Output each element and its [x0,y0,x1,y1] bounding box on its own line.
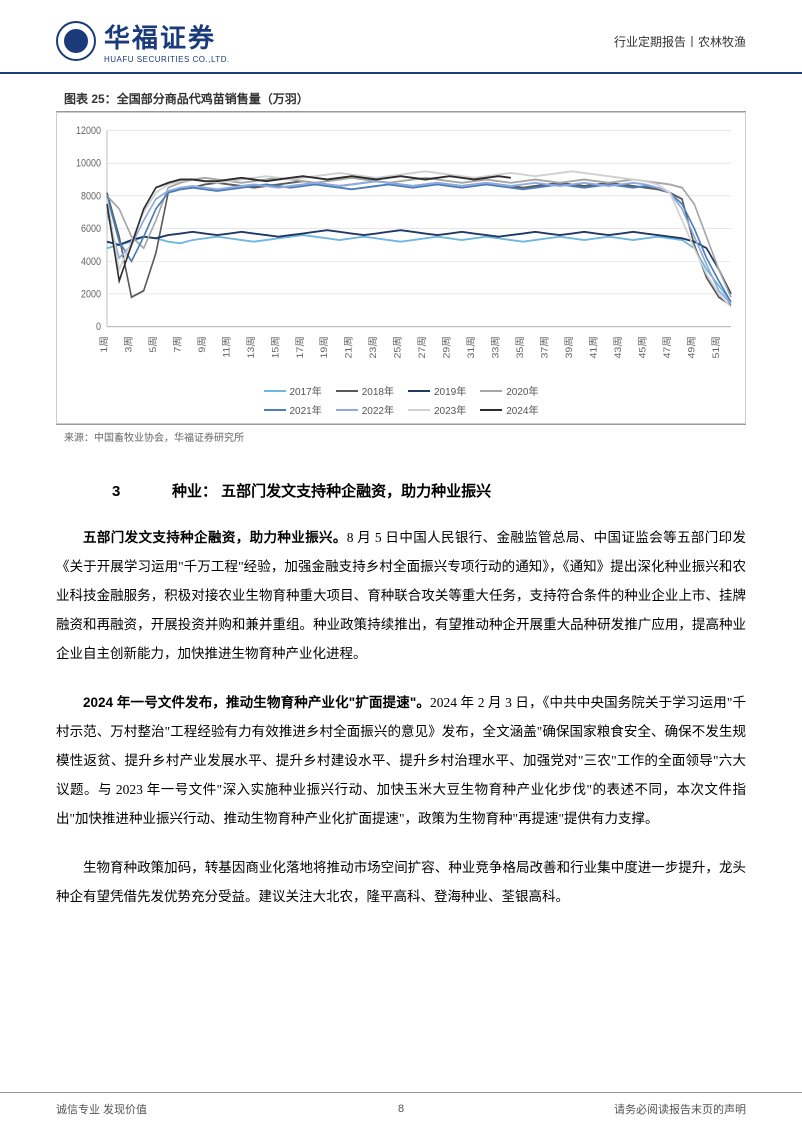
chart-title: 图表 25：全国部分商品代鸡苗销售量（万羽） [56,86,746,112]
svg-text:37周: 37周 [539,336,550,358]
logo-subtitle: HUAFU SECURITIES CO.,LTD. [104,55,230,64]
svg-text:47周: 47周 [662,336,673,358]
para-2-bold: 2024 年一号文件发布，推动生物育种产业化"扩面提速"。 [83,695,430,710]
chart-legend: 2017年 2018年 2019年 2020年 2021年 2022年 2023年 2024年 [61,381,741,419]
svg-text:5周: 5周 [148,336,159,353]
svg-text:21周: 21周 [343,336,354,358]
paragraph-3: 生物育种政策加码，转基因商业化落地将推动市场空间扩容、种业竞争格局改善和行业集中… [56,853,746,911]
header-category: 行业定期报告丨农林牧渔 [614,33,746,50]
svg-text:13周: 13周 [246,336,257,358]
svg-text:45周: 45周 [637,336,648,358]
section-number: 3 [112,483,172,500]
paragraph-2: 2024 年一号文件发布，推动生物育种产业化"扩面提速"。2024 年 2 月 … [56,688,746,833]
svg-text:12000: 12000 [76,125,101,137]
page-footer: 诚信专业 发现价值 8 请务必阅读报告末页的声明 [0,1092,802,1133]
chart-title-text: 全国部分商品代鸡苗销售量（万羽） [117,92,309,106]
chart-source: 来源：中国畜牧业协会，华福证券研究所 [56,424,746,448]
svg-text:9周: 9周 [197,336,208,353]
svg-text:27周: 27周 [417,336,428,358]
legend-item: 2022年 [336,402,394,417]
legend-item: 2024年 [480,402,538,417]
svg-text:33周: 33周 [490,336,501,358]
svg-text:51周: 51周 [711,336,722,358]
logo: 华福证券 HUAFU SECURITIES CO.,LTD. [56,18,230,64]
svg-text:6000: 6000 [81,223,101,235]
logo-icon [56,21,96,61]
svg-text:25周: 25周 [392,336,403,358]
legend-item: 2020年 [480,383,538,398]
legend-item: 2021年 [264,402,322,417]
svg-text:17周: 17周 [295,336,306,358]
section-heading: 3种业： 五部门发文支持种企融资，助力种业振兴 [112,480,746,501]
svg-text:41周: 41周 [588,336,599,358]
svg-text:29周: 29周 [441,336,452,358]
svg-text:35周: 35周 [515,336,526,358]
svg-text:1周: 1周 [99,336,110,353]
svg-text:8000: 8000 [81,191,101,203]
svg-text:11周: 11周 [221,336,232,358]
page-number: 8 [398,1103,404,1115]
para-2-text: 2024 年 2 月 3 日，《中共中央国务院关于学习运用"千村示范、万村整治"… [56,695,746,826]
footer-left: 诚信专业 发现价值 [56,1101,147,1117]
svg-text:0: 0 [96,322,101,334]
svg-text:7周: 7周 [172,336,183,353]
svg-text:19周: 19周 [319,336,330,358]
svg-text:39周: 39周 [564,336,575,358]
svg-text:2000: 2000 [81,289,101,301]
legend-item: 2017年 [264,383,322,398]
section-title: 种业： 五部门发文支持种企融资，助力种业振兴 [172,483,491,500]
footer-right: 请务必阅读报告末页的声明 [614,1101,746,1117]
para-1-bold: 五部门发文支持种企融资，助力种业振兴。 [83,530,347,545]
svg-text:4000: 4000 [81,256,101,268]
line-chart: 0 2000 4000 6000 8000 10000 12000 1周 3周 5周 7周 9周 11周… [61,121,741,381]
svg-text:10000: 10000 [76,158,101,170]
chart-title-prefix: 图表 25： [64,92,117,106]
svg-text:43周: 43周 [613,336,624,358]
paragraph-1: 五部门发文支持种企融资，助力种业振兴。8 月 5 日中国人民银行、金融监管总局、… [56,523,746,668]
para-1-text: 8 月 5 日中国人民银行、金融监管总局、中国证监会等五部门印发《关于开展学习运… [56,530,746,661]
svg-text:23周: 23周 [368,336,379,358]
page-header: 华福证券 HUAFU SECURITIES CO.,LTD. 行业定期报告丨农林… [0,0,802,74]
main-content: 图表 25：全国部分商品代鸡苗销售量（万羽） 0 2000 4000 6000 8000… [0,74,802,911]
legend-item: 2023年 [408,402,466,417]
legend-item: 2018年 [336,383,394,398]
chart-container: 0 2000 4000 6000 8000 10000 12000 1周 3周 5周 7周 9周 11周… [56,112,746,424]
svg-text:15周: 15周 [270,336,281,358]
svg-text:31周: 31周 [466,336,477,358]
legend-item: 2019年 [408,383,466,398]
svg-text:3周: 3周 [123,336,134,353]
svg-text:49周: 49周 [686,336,697,358]
logo-title: 华福证券 [104,18,230,55]
